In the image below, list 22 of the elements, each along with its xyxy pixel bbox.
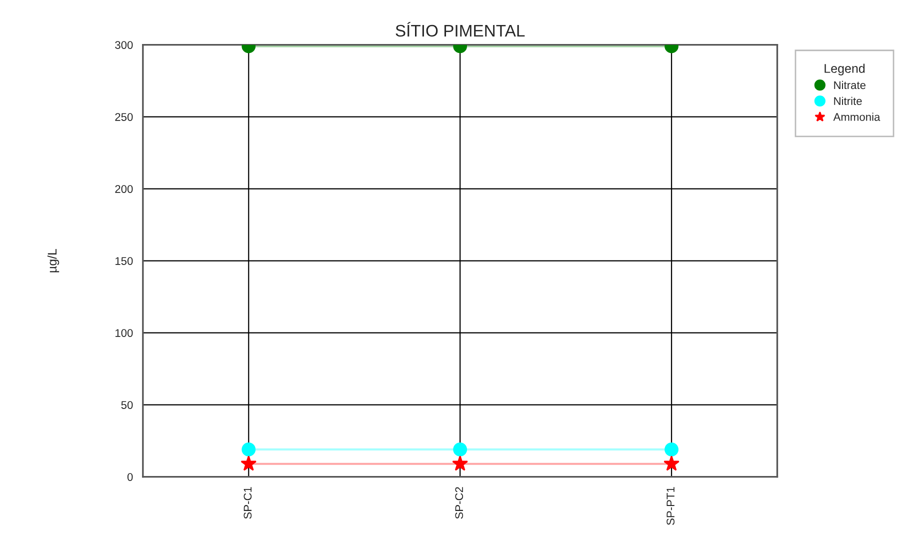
y-tick-label: 250 [115, 113, 133, 121]
y-tick-label: 0 [127, 473, 133, 481]
y-tick-label: 150 [116, 257, 133, 265]
x-tick-label: SP-C1 [244, 487, 252, 519]
legend-label: Nitrate [834, 80, 866, 90]
y-tick-label: 50 [121, 401, 133, 409]
point [664, 456, 680, 471]
x-tick-label: SP-PT1 [666, 487, 675, 525]
y-tick-label: 100 [116, 329, 133, 337]
point [664, 442, 678, 456]
point [452, 456, 468, 471]
chart-title: SÍTIO PIMENTAL [396, 22, 525, 37]
point [453, 442, 468, 456]
point [240, 456, 257, 471]
x-tick-label: SP-C2 [455, 487, 464, 519]
point [242, 442, 256, 456]
y-axis-title: µg/L [47, 248, 60, 272]
legend-title: Legend [824, 64, 865, 76]
y-tick-label: 300 [115, 41, 133, 49]
legend-label: Nitrite [834, 96, 862, 105]
y-tick-label: 200 [115, 185, 133, 193]
legend-label: Ammonia [833, 112, 880, 121]
